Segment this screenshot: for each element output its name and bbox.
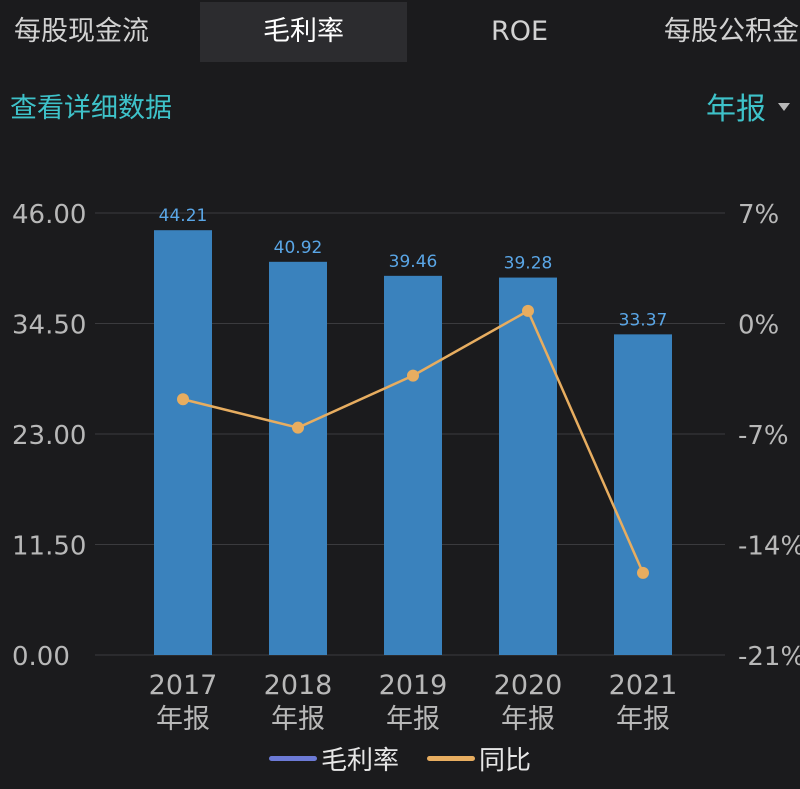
y-right-tick-label: -21%: [738, 642, 800, 672]
legend-swatch-yoy: [427, 755, 475, 761]
tab-reserve-per-share[interactable]: 每股公积金: [664, 16, 799, 47]
bar-value-label: 44.21: [159, 206, 208, 226]
y-right-tick-label: -14%: [738, 532, 800, 562]
y-right-tick-label: 0%: [738, 311, 779, 341]
y-left-tick-label: 11.50: [12, 532, 86, 562]
tab-bar: 每股现金流 毛利率 ROE 每股公积金: [0, 0, 800, 64]
bar: [154, 230, 212, 655]
x-tick-label: 2017 年报: [149, 670, 218, 735]
bar: [269, 261, 327, 655]
legend-label-gross-margin: 毛利率: [320, 745, 399, 776]
chart-legend: 毛利率 同比: [0, 738, 800, 778]
legend-item-yoy[interactable]: 同比: [427, 740, 531, 777]
yoy-point: [637, 566, 649, 579]
bar: [614, 334, 672, 655]
tab-gross-margin[interactable]: 毛利率: [200, 2, 407, 62]
legend-label-yoy: 同比: [479, 745, 532, 776]
yoy-point: [522, 304, 534, 317]
y-left-tick-label: 34.50: [12, 311, 86, 341]
legend-swatch-gross-margin: [268, 755, 317, 761]
y-left-tick-label: 23.00: [12, 421, 86, 451]
y-right-tick-label: -7%: [738, 421, 789, 451]
bar-value-label: 33.37: [619, 310, 668, 330]
view-detail-data-link[interactable]: 查看详细数据: [10, 93, 172, 124]
bar: [384, 275, 442, 655]
yoy-point: [177, 393, 189, 406]
bar: [499, 277, 557, 655]
legend-item-gross-margin[interactable]: 毛利率: [268, 740, 399, 777]
period-selected-label: 年报: [706, 92, 766, 127]
bar-value-label: 39.28: [504, 254, 553, 274]
x-tick-label: 2021 年报: [609, 670, 678, 735]
yoy-point: [292, 421, 304, 434]
bar-value-label: 39.46: [389, 252, 438, 272]
tab-roe[interactable]: ROE: [491, 16, 549, 47]
tab-cash-flow-per-share[interactable]: 每股现金流: [14, 16, 149, 47]
x-tick-label: 2019 年报: [379, 670, 448, 735]
y-left-tick-label: 46.00: [12, 200, 86, 230]
x-tick-label: 2018 年报: [264, 670, 333, 735]
y-left-tick-label: 0.00: [12, 642, 70, 672]
dropdown-caret-icon: [778, 103, 790, 111]
period-dropdown[interactable]: 年报: [706, 84, 790, 128]
x-tick-label: 2020 年报: [494, 670, 563, 735]
yoy-point: [407, 369, 419, 382]
bar-value-label: 40.92: [274, 238, 323, 258]
y-right-tick-label: 7%: [738, 200, 779, 230]
